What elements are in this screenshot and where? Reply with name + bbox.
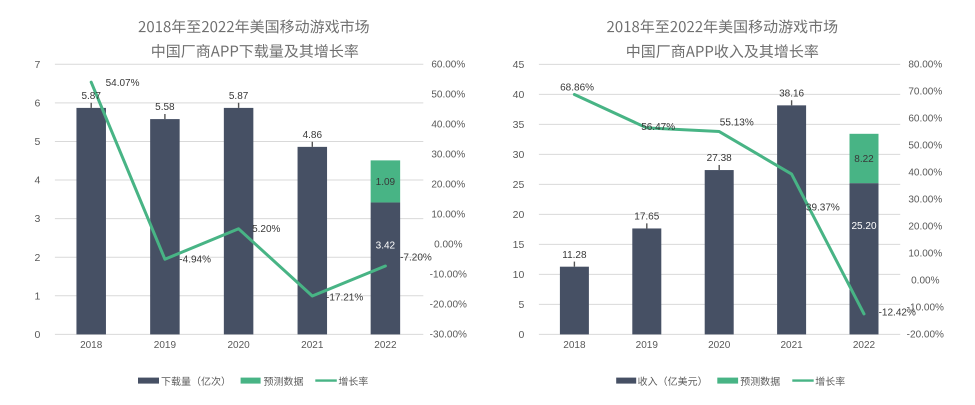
svg-text:40.00%: 40.00% (431, 120, 465, 131)
svg-text:45: 45 (513, 59, 525, 71)
svg-text:60.00%: 60.00% (908, 114, 942, 125)
svg-text:2019: 2019 (636, 340, 659, 351)
svg-text:2020: 2020 (708, 340, 731, 351)
svg-text:56.47%: 56.47% (641, 122, 675, 133)
svg-text:7: 7 (34, 59, 40, 71)
svg-text:27.38: 27.38 (707, 153, 732, 164)
svg-text:25: 25 (513, 179, 525, 191)
svg-text:2019: 2019 (154, 340, 177, 351)
svg-text:11.28: 11.28 (562, 250, 587, 261)
svg-text:50.00%: 50.00% (431, 90, 465, 101)
svg-text:35: 35 (513, 119, 525, 131)
svg-text:1: 1 (34, 290, 40, 302)
svg-text:5: 5 (518, 299, 524, 311)
svg-text:-7.20%: -7.20% (400, 253, 432, 264)
svg-text:-20.00%: -20.00% (907, 330, 944, 341)
svg-text:10.00%: 10.00% (908, 249, 942, 260)
svg-text:-17.21%: -17.21% (326, 292, 363, 303)
svg-text:10.00%: 10.00% (431, 210, 465, 221)
svg-text:68.86%: 68.86% (560, 82, 594, 93)
svg-text:4.86: 4.86 (303, 130, 323, 141)
svg-text:20.00%: 20.00% (908, 222, 942, 233)
svg-text:39.37%: 39.37% (806, 202, 840, 213)
svg-text:-20.00%: -20.00% (430, 300, 467, 311)
svg-text:15: 15 (513, 239, 525, 251)
svg-text:8.22: 8.22 (854, 154, 874, 165)
svg-text:40.00%: 40.00% (908, 168, 942, 179)
svg-text:30.00%: 30.00% (908, 195, 942, 206)
svg-text:20.00%: 20.00% (431, 180, 465, 191)
svg-text:0.00%: 0.00% (911, 276, 939, 287)
svg-text:1.09: 1.09 (376, 177, 396, 188)
svg-text:-12.42%: -12.42% (879, 308, 916, 319)
svg-text:80.00%: 80.00% (908, 60, 942, 71)
svg-text:30: 30 (513, 149, 525, 161)
svg-text:38.16: 38.16 (779, 88, 804, 99)
svg-text:2020: 2020 (227, 340, 250, 351)
svg-text:-30.00%: -30.00% (430, 330, 467, 341)
svg-text:55.13%: 55.13% (720, 117, 754, 128)
svg-text:0: 0 (34, 329, 40, 341)
svg-text:20: 20 (513, 209, 525, 221)
svg-text:2022: 2022 (853, 340, 876, 351)
svg-text:0: 0 (518, 329, 524, 341)
svg-text:-10.00%: -10.00% (907, 303, 944, 314)
svg-text:50.00%: 50.00% (908, 141, 942, 152)
svg-text:0.00%: 0.00% (434, 240, 462, 251)
svg-text:3.42: 3.42 (376, 240, 396, 251)
svg-text:2: 2 (34, 252, 40, 264)
svg-text:-10.00%: -10.00% (430, 270, 467, 281)
svg-text:40: 40 (513, 89, 525, 101)
svg-text:54.07%: 54.07% (106, 78, 140, 89)
svg-text:2018: 2018 (563, 340, 586, 351)
svg-text:4: 4 (34, 175, 40, 187)
svg-text:-4.94%: -4.94% (179, 255, 211, 266)
svg-text:30.00%: 30.00% (431, 150, 465, 161)
svg-text:5.58: 5.58 (155, 102, 175, 113)
svg-text:2021: 2021 (301, 340, 324, 351)
svg-text:25.20: 25.20 (851, 221, 876, 232)
svg-text:5.87: 5.87 (81, 91, 101, 102)
svg-text:2021: 2021 (780, 340, 803, 351)
svg-text:5: 5 (34, 136, 40, 148)
svg-text:6: 6 (34, 97, 40, 109)
svg-text:2018: 2018 (80, 340, 103, 351)
svg-text:2022: 2022 (374, 340, 397, 351)
svg-text:70.00%: 70.00% (908, 87, 942, 98)
svg-text:17.65: 17.65 (634, 212, 659, 223)
svg-text:10: 10 (513, 269, 525, 281)
svg-text:3: 3 (34, 213, 40, 225)
svg-text:5.87: 5.87 (229, 91, 249, 102)
svg-text:5.20%: 5.20% (252, 224, 280, 235)
svg-text:60.00%: 60.00% (431, 60, 465, 71)
